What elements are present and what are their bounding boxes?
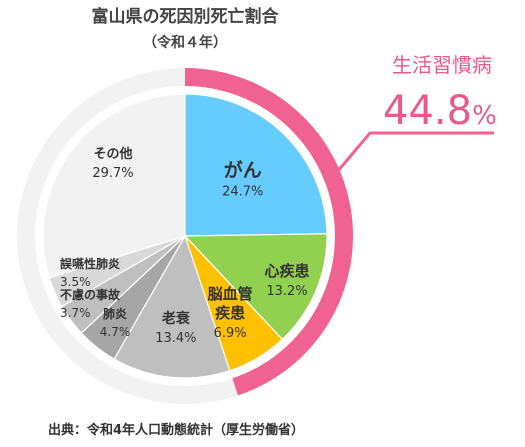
slice-name-0-0: がん bbox=[224, 158, 262, 181]
pie-slice-0 bbox=[184, 93, 328, 237]
slice-label-5: 不慮の事故 3.7% bbox=[60, 287, 121, 320]
lifestyle-value: 44.8% bbox=[383, 88, 497, 134]
slice-label-7: その他 29.7% bbox=[92, 146, 133, 181]
ring-highlight-lifestyle bbox=[185, 68, 353, 396]
slice-name-7-0: その他 bbox=[93, 146, 132, 162]
slice-value-1: 13.2% bbox=[266, 284, 307, 299]
slice-name-5-0: 不慮の事故 bbox=[60, 287, 121, 302]
lifestyle-value-unit: % bbox=[472, 101, 497, 131]
slice-value-5: 3.7% bbox=[60, 306, 91, 320]
slice-value-0: 24.7% bbox=[222, 184, 263, 199]
pie-slice-1 bbox=[183, 233, 328, 341]
slice-name-4-0: 肺炎 bbox=[103, 306, 127, 321]
pie-slice-7 bbox=[42, 93, 186, 279]
slice-label-1: 心疾患 13.2% bbox=[265, 262, 310, 299]
slice-value-7: 29.7% bbox=[92, 166, 133, 181]
slice-label-3: 老衰 13.4% bbox=[155, 310, 196, 346]
source-note: 出典：令和4年人口動態統計（厚生労働省） bbox=[48, 422, 304, 438]
slice-label-4: 肺炎 4.7% bbox=[100, 306, 131, 339]
slice-value-6: 3.5% bbox=[60, 275, 91, 289]
slice-value-3: 13.4% bbox=[155, 331, 196, 346]
slice-label-6: 誤嚥性肺炎 3.5% bbox=[60, 256, 120, 289]
callout-line bbox=[330, 131, 494, 179]
slice-name-6-0: 誤嚥性肺炎 bbox=[60, 256, 120, 271]
outer-ring bbox=[17, 68, 353, 404]
chart-subtitle: （令和４年） bbox=[143, 34, 227, 51]
pie-slices bbox=[42, 93, 328, 379]
slice-name-3-0: 老衰 bbox=[162, 310, 191, 327]
slice-value-2: 6.9% bbox=[214, 326, 247, 341]
slice-name-2-1: 疾患 bbox=[215, 304, 245, 322]
lifestyle-value-number: 44.8 bbox=[383, 88, 472, 134]
chart-title: 富山県の死因別死亡割合 bbox=[92, 6, 280, 27]
slice-name-1-0: 心疾患 bbox=[265, 262, 310, 280]
slice-name-2-0: 脳血管 bbox=[208, 285, 253, 303]
slice-value-4: 4.7% bbox=[100, 325, 131, 339]
pie-slice-3 bbox=[113, 234, 231, 379]
lifestyle-label: 生活習慣病 bbox=[392, 53, 492, 77]
slice-label-0: がん 24.7% bbox=[222, 158, 263, 199]
